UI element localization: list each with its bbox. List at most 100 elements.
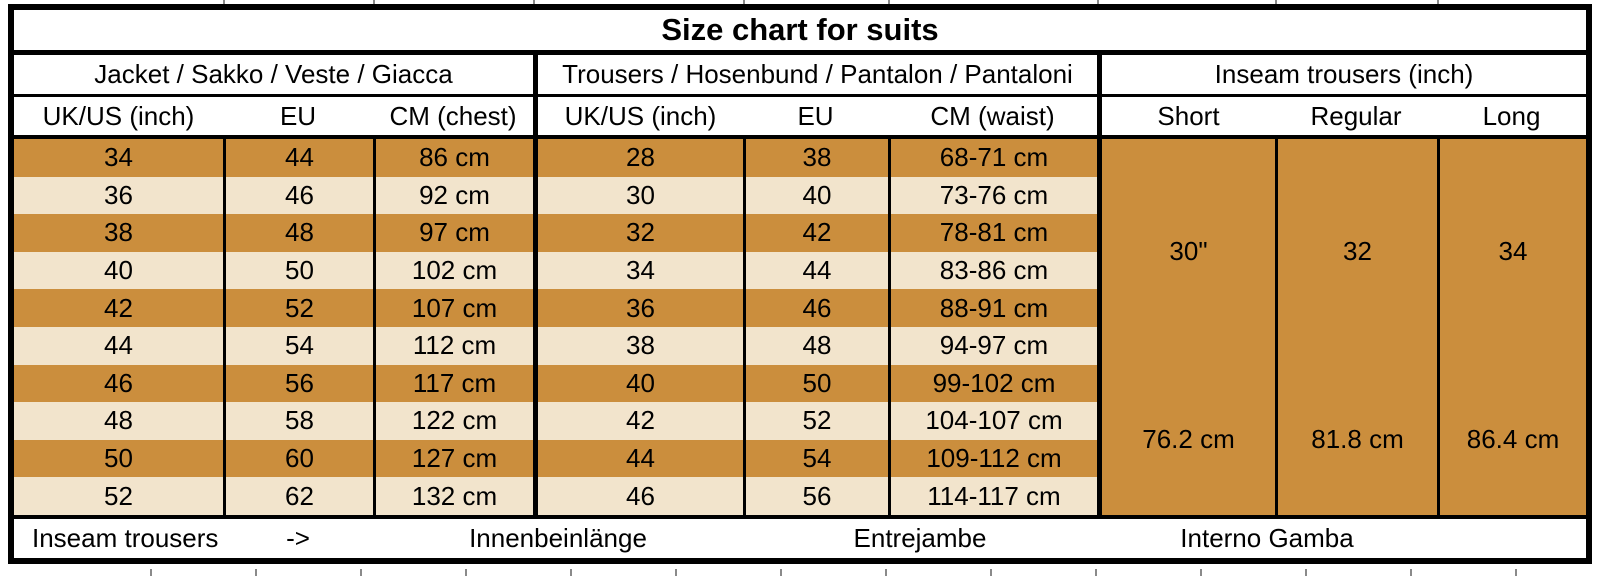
cell-trousers-cm: 99-102 cm: [888, 364, 1097, 403]
cell-trousers-cm: 73-76 cm: [888, 176, 1097, 215]
size-chart-table: Size chart for suits Jacket / Sakko / Ve…: [8, 4, 1592, 564]
cell-jacket-ukus: 38: [14, 214, 223, 252]
cell-trousers-ukus: 38: [533, 326, 743, 365]
cell-trousers-cm: 68-71 cm: [888, 139, 1097, 177]
cell-jacket-cm: 127 cm: [373, 439, 533, 478]
cell-trousers-ukus: 42: [533, 402, 743, 440]
cell-trousers-cm: 109-112 cm: [888, 439, 1097, 478]
cell-trousers-ukus: 34: [533, 251, 743, 290]
cell-jacket-cm: 117 cm: [373, 364, 533, 403]
cell-jacket-ukus: 50: [14, 439, 223, 478]
cell-jacket-ukus: 46: [14, 364, 223, 403]
cell-trousers-eu: 40: [743, 176, 888, 215]
cell-trousers-cm: 83-86 cm: [888, 251, 1097, 290]
inseam-long-inch: 34: [1498, 236, 1528, 267]
column-header-inseam-short: Short: [1097, 97, 1275, 139]
cell-trousers-ukus: 32: [533, 214, 743, 252]
cell-jacket-cm: 92 cm: [373, 176, 533, 215]
cell-trousers-eu: 38: [743, 139, 888, 177]
column-header-trousers-cm: CM (waist): [888, 97, 1097, 139]
cell-trousers-eu: 52: [743, 402, 888, 440]
cell-trousers-cm: 114-117 cm: [888, 477, 1097, 515]
cell-jacket-cm: 97 cm: [373, 214, 533, 252]
gridline-tick: [533, 0, 535, 4]
footer-label-french: Entrejambe: [853, 522, 987, 553]
cell-trousers-eu: 44: [743, 251, 888, 290]
column-header-jacket-ukus: UK/US (inch): [14, 97, 223, 139]
cell-jacket-cm: 112 cm: [373, 326, 533, 365]
cell-jacket-eu: 50: [223, 251, 373, 290]
cell-jacket-eu: 58: [223, 402, 373, 440]
cell-trousers-eu: 48: [743, 326, 888, 365]
cell-trousers-ukus: 36: [533, 289, 743, 327]
footer-inseam-label: Inseam trousers: [32, 522, 219, 553]
inseam-short-inch: 30": [1169, 236, 1208, 267]
column-header-inseam-long: Long: [1437, 97, 1586, 139]
cell-jacket-eu: 44: [223, 139, 373, 177]
cell-jacket-ukus: 48: [14, 402, 223, 440]
gridline-tick: [885, 569, 887, 576]
section-header-trousers: Trousers / Hosenbund / Pantalon / Pantal…: [533, 55, 1097, 97]
gridline-tick: [150, 569, 152, 576]
gridline-tick: [570, 569, 572, 576]
gridline-tick: [373, 0, 375, 4]
inseam-long-cm: 86.4 cm: [1466, 424, 1560, 455]
gridline-tick: [1095, 569, 1097, 576]
cell-jacket-eu: 54: [223, 326, 373, 365]
column-header-trousers-ukus: UK/US (inch): [533, 97, 743, 139]
cell-jacket-cm: 86 cm: [373, 139, 533, 177]
cell-jacket-ukus: 44: [14, 326, 223, 365]
gridline-tick: [1410, 569, 1412, 576]
gridline-tick: [255, 569, 257, 576]
footer-arrow: ->: [286, 522, 310, 553]
cell-trousers-ukus: 28: [533, 139, 743, 177]
cell-trousers-ukus: 30: [533, 176, 743, 215]
cell-trousers-cm: 88-91 cm: [888, 289, 1097, 327]
cell-jacket-cm: 122 cm: [373, 402, 533, 440]
cell-trousers-eu: 50: [743, 364, 888, 403]
cell-trousers-cm: 78-81 cm: [888, 214, 1097, 252]
inseam-regular-cm: 81.8 cm: [1311, 424, 1404, 455]
column-header-jacket-eu: EU: [223, 97, 373, 139]
section-header-inseam: Inseam trousers (inch): [1097, 55, 1586, 97]
cell-trousers-eu: 54: [743, 439, 888, 478]
gridline-tick: [743, 0, 745, 4]
gridline-tick: [465, 569, 467, 576]
gridline-tick: [990, 569, 992, 576]
cell-jacket-eu: 52: [223, 289, 373, 327]
table-title: Size chart for suits: [14, 10, 1586, 55]
gridline-tick: [1515, 569, 1517, 576]
cell-trousers-eu: 56: [743, 477, 888, 515]
gridline-tick: [1097, 0, 1099, 4]
cell-jacket-ukus: 42: [14, 289, 223, 327]
inseam-cell-short: 30" 76.2 cm: [1097, 139, 1275, 515]
cell-trousers-cm: 94-97 cm: [888, 326, 1097, 365]
column-header-inseam-regular: Regular: [1275, 97, 1437, 139]
column-header-trousers-eu: EU: [743, 97, 888, 139]
gridline-tick: [1305, 569, 1307, 576]
gridline-tick: [1200, 569, 1202, 576]
section-header-jacket: Jacket / Sakko / Veste / Giacca: [14, 55, 533, 97]
cell-jacket-cm: 107 cm: [373, 289, 533, 327]
footer-row: Inseam trousers -> Innenbeinlänge Entrej…: [14, 514, 1586, 558]
cell-trousers-ukus: 40: [533, 364, 743, 403]
footer-label-italian: Interno Gamba: [1180, 522, 1354, 553]
gridline-tick: [675, 569, 677, 576]
cell-jacket-ukus: 52: [14, 477, 223, 515]
cell-trousers-eu: 42: [743, 214, 888, 252]
cell-jacket-cm: 132 cm: [373, 477, 533, 515]
column-header-jacket-cm: CM (chest): [373, 97, 533, 139]
gridline-tick: [888, 0, 890, 4]
cell-jacket-eu: 60: [223, 439, 373, 478]
cell-jacket-ukus: 40: [14, 251, 223, 290]
cell-jacket-ukus: 34: [14, 139, 223, 177]
cell-trousers-ukus: 46: [533, 477, 743, 515]
gridline-tick: [360, 569, 362, 576]
cell-jacket-eu: 46: [223, 176, 373, 215]
inseam-short-cm: 76.2 cm: [1142, 424, 1235, 455]
cell-trousers-eu: 46: [743, 289, 888, 327]
cell-jacket-eu: 48: [223, 214, 373, 252]
cell-jacket-eu: 62: [223, 477, 373, 515]
cell-jacket-ukus: 36: [14, 176, 223, 215]
cell-jacket-eu: 56: [223, 364, 373, 403]
